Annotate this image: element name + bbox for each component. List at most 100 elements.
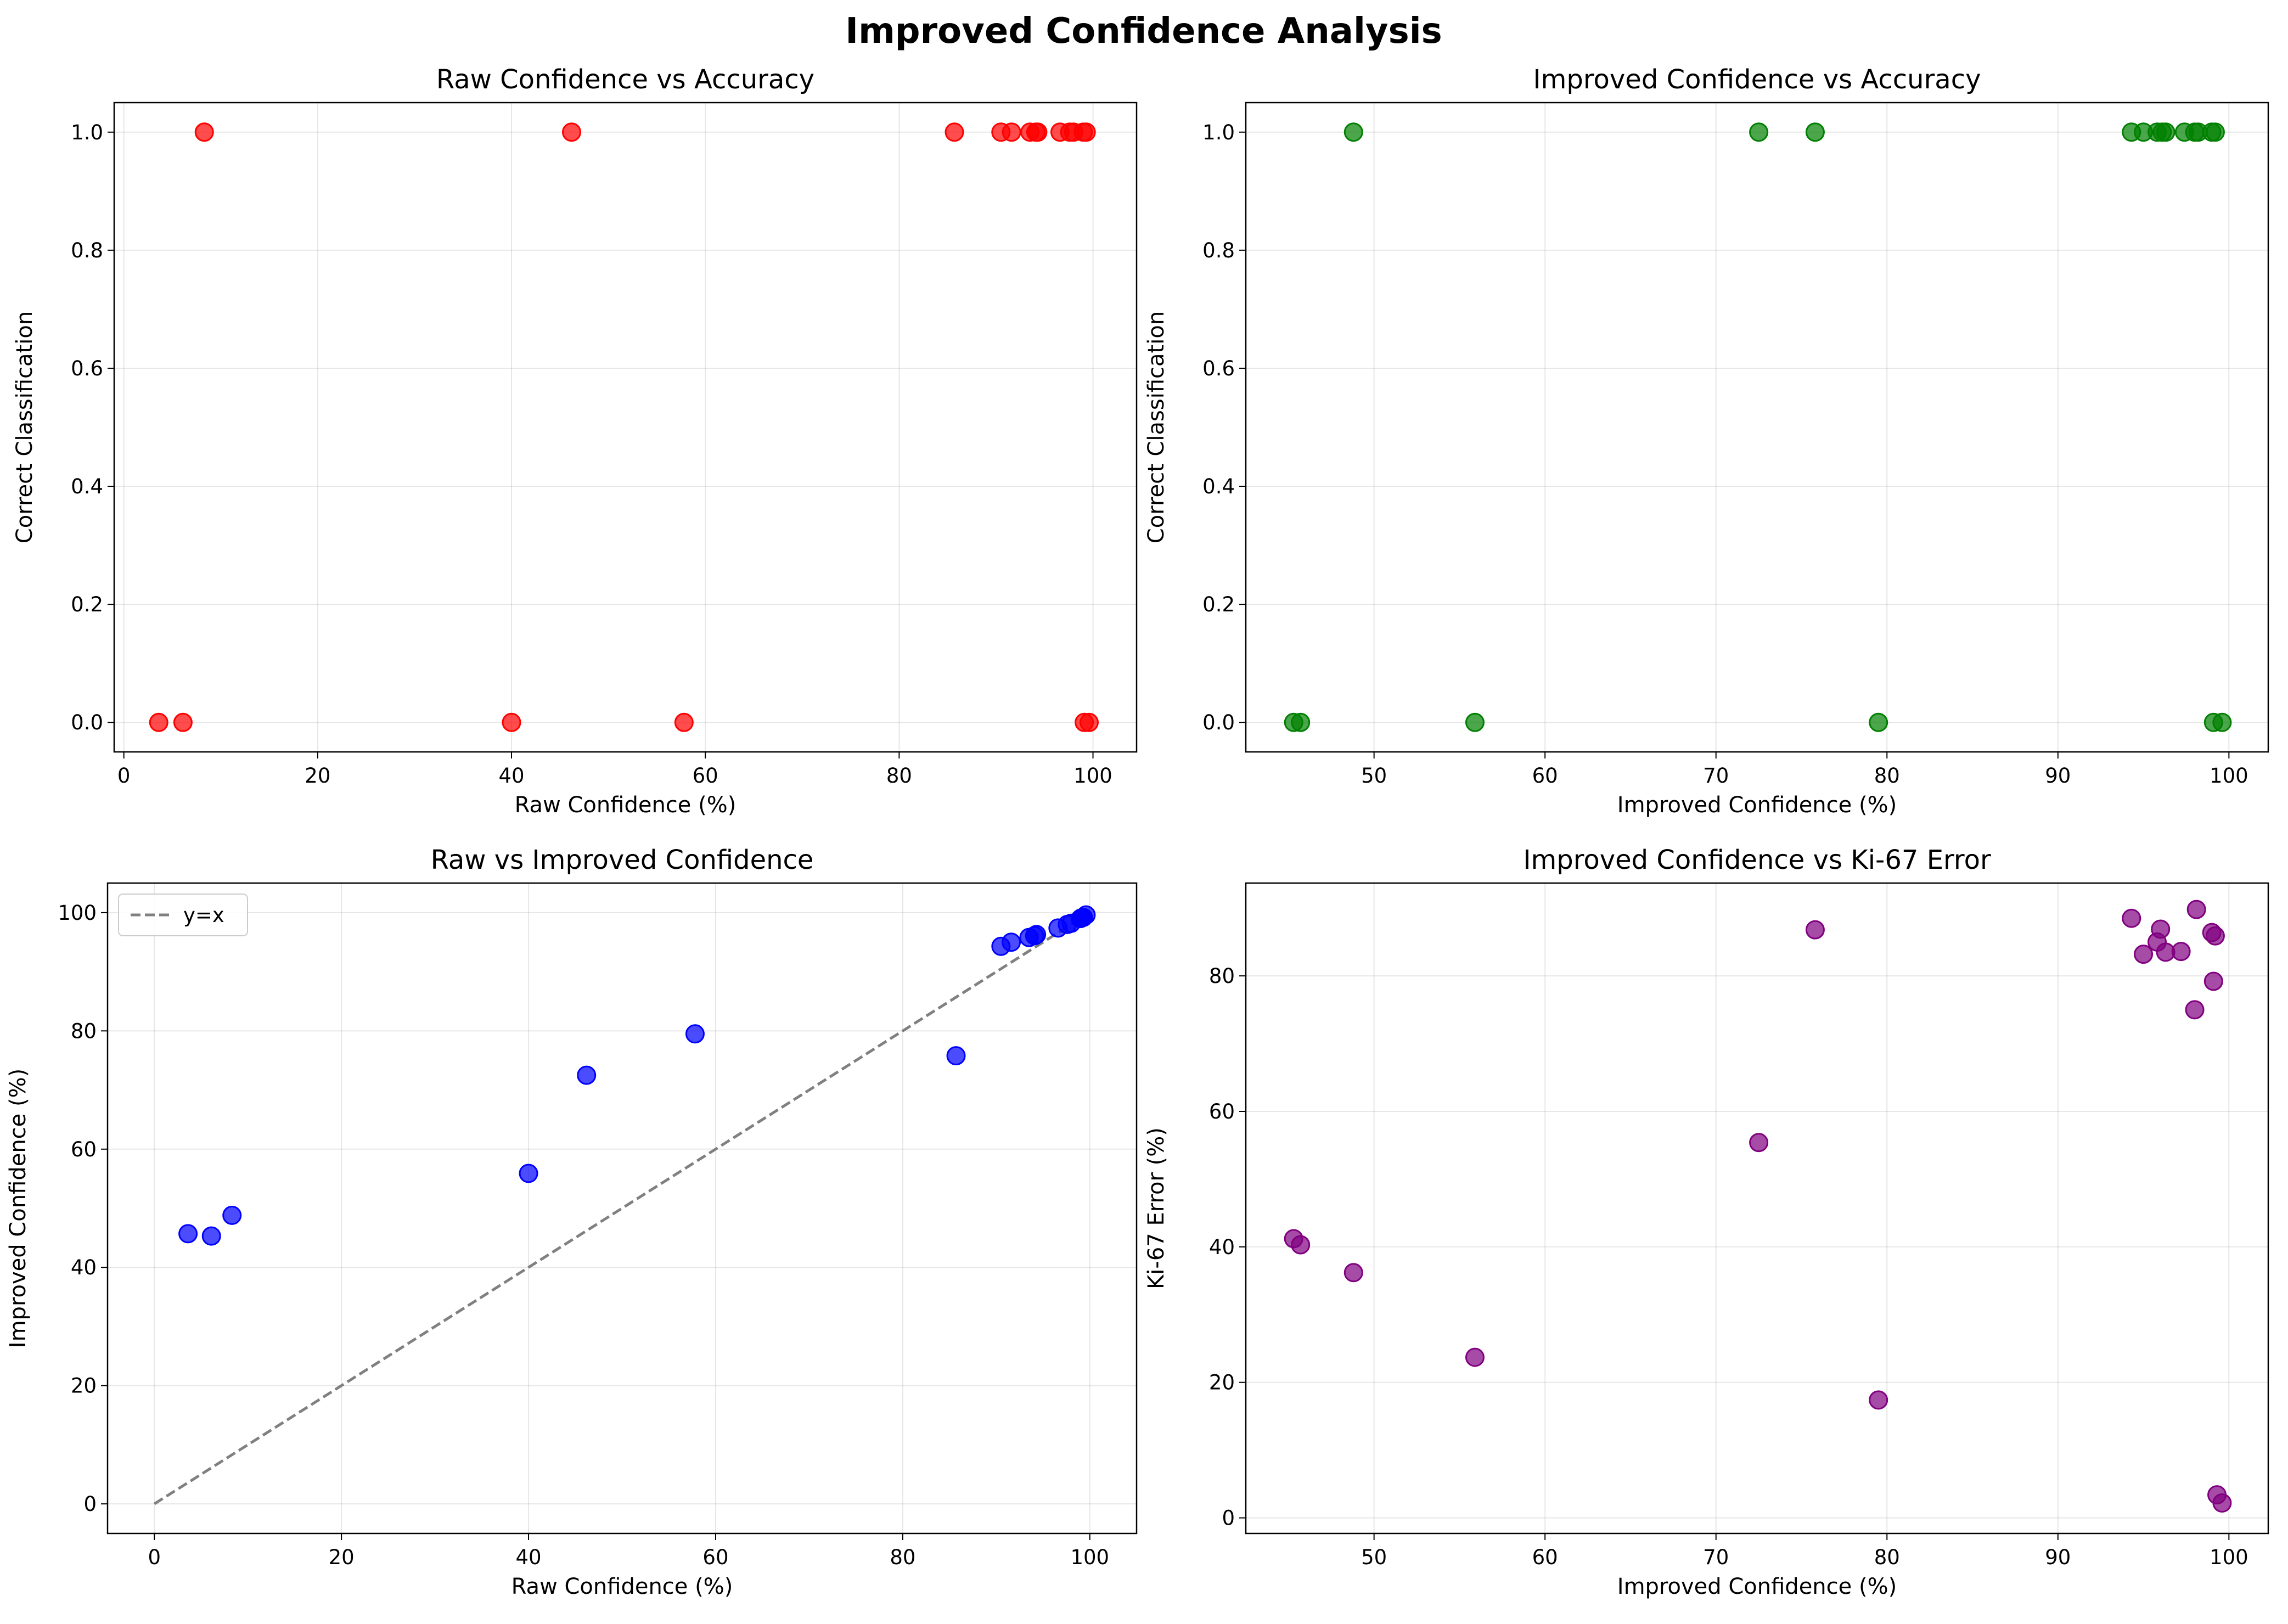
data-point	[1076, 122, 1096, 142]
data-point	[1027, 925, 1047, 945]
subplot-raw-vs-improved-confidence: 0 20 40 60 80 100 0 20 40 60 80 100 Raw vs Improved …	[5, 845, 1138, 1599]
data-point	[1076, 905, 1096, 925]
data-point	[222, 1205, 242, 1225]
series-points	[1284, 900, 2232, 1513]
y-tick-label: 0	[83, 1492, 97, 1516]
data-point	[1002, 932, 1021, 952]
grid	[1246, 103, 2268, 752]
series-points	[178, 905, 1096, 1246]
data-point	[1343, 1263, 1363, 1283]
legend-box	[118, 894, 248, 936]
x-axis-label: Improved Confidence (%)	[1617, 793, 1897, 818]
data-point	[2186, 900, 2206, 919]
x-tick-label: 50	[1361, 764, 1387, 788]
plot-frame	[1245, 102, 2269, 753]
x-tick-label: 60	[1532, 1546, 1558, 1569]
y-tick-label: 0.0	[1202, 711, 1235, 734]
data-point	[2212, 1493, 2232, 1513]
y-tick-label: 0.6	[71, 357, 103, 380]
y-tick-label: 80	[71, 1019, 97, 1043]
data-point	[577, 1065, 597, 1085]
data-point	[2156, 122, 2175, 142]
y-tick-label: 0.8	[1202, 239, 1235, 262]
data-point	[519, 1164, 538, 1183]
data-point	[2151, 919, 2171, 939]
x-tick-label: 50	[1361, 1546, 1387, 1569]
data-point	[1079, 712, 1099, 732]
data-point	[946, 1046, 966, 1066]
data-point	[1749, 122, 1769, 142]
data-point	[1749, 1133, 1769, 1153]
data-point	[1869, 1390, 1888, 1410]
x-tick-label: 70	[1703, 764, 1729, 788]
y-tick-label: 20	[1209, 1371, 1235, 1395]
y-tick-label: 20	[71, 1374, 97, 1398]
data-point	[1028, 122, 1048, 142]
x-tick-label: 0	[148, 1546, 161, 1569]
x-tick-label: 60	[1532, 764, 1558, 788]
x-tick-label: 80	[1874, 1546, 1900, 1569]
y-axis-label: Improved Confidence (%)	[5, 1069, 31, 1348]
x-tick-label: 80	[886, 764, 912, 788]
x-tick-label: 60	[693, 764, 718, 788]
subplot-improved-confidence-vs-accuracy: 50 60 70 80 90 100 0.0 0.2 0.4 0.6 0.8 1.0 Improved …	[1144, 64, 2269, 818]
data-point	[1465, 712, 1485, 732]
grid	[108, 883, 1137, 1533]
grid	[1246, 883, 2268, 1533]
subplot-raw-confidence-vs-accuracy: 0 20 40 60 80 100 0.0 0.2 0.4 0.6 0.8 1.0 Raw Confid…	[12, 64, 1138, 818]
x-tick-label: 80	[890, 1546, 915, 1569]
data-point	[1343, 122, 1363, 142]
legend: y=x	[118, 894, 248, 936]
series-points	[1284, 122, 2232, 732]
data-point	[1465, 1347, 1485, 1367]
y-tick-label: 0.0	[71, 711, 103, 734]
y-tick-label: 40	[1209, 1235, 1235, 1259]
x-tick-label: 100	[2210, 1546, 2248, 1569]
x-axis-label: Raw Confidence (%)	[511, 1574, 733, 1599]
data-point	[1805, 122, 1825, 142]
subplot-title: Improved Confidence vs Accuracy	[1533, 64, 1981, 95]
y-axis-label: Ki-67 Error (%)	[1144, 1127, 1169, 1289]
y-tick-label: 1.0	[1202, 121, 1235, 144]
x-axis-label: Raw Confidence (%)	[515, 793, 737, 818]
data-point	[2205, 122, 2225, 142]
data-point	[149, 712, 168, 732]
grid	[114, 103, 1137, 752]
data-point	[1291, 712, 1311, 732]
y-tick-label: 0.6	[1202, 357, 1235, 380]
plot-frame	[113, 102, 1138, 753]
x-axis-label: Improved Confidence (%)	[1617, 1574, 1897, 1599]
subplot-title: Improved Confidence vs Ki-67 Error	[1523, 845, 1991, 875]
data-point	[2205, 926, 2225, 946]
data-point	[2171, 942, 2191, 962]
y-tick-label: 0.8	[71, 239, 103, 262]
subplot-title: Raw vs Improved Confidence	[431, 845, 814, 875]
data-point	[1291, 1235, 1311, 1255]
data-point	[173, 712, 193, 732]
data-point	[178, 1224, 198, 1244]
x-tick-label: 100	[1070, 1546, 1109, 1569]
data-point	[945, 122, 964, 142]
series-points	[149, 122, 1099, 732]
y-tick-label: 0.4	[71, 475, 103, 498]
data-point	[685, 1024, 705, 1044]
y-tick-label: 80	[1209, 964, 1235, 988]
x-tick-label: 60	[702, 1546, 728, 1569]
data-point	[2203, 971, 2223, 991]
data-point	[201, 1226, 221, 1246]
data-point	[2122, 908, 2141, 928]
y-tick-label: 60	[1209, 1100, 1235, 1123]
x-tick-label: 70	[1703, 1546, 1729, 1569]
subplot-title: Raw Confidence vs Accuracy	[436, 64, 814, 95]
x-tick-label: 40	[498, 764, 524, 788]
plot-frame	[1245, 882, 2269, 1535]
data-point	[1805, 920, 1825, 940]
reference-line	[153, 911, 1091, 1505]
data-point	[2212, 712, 2232, 732]
x-tick-label: 100	[2210, 764, 2248, 788]
y-tick-label: 100	[58, 901, 97, 925]
x-tick-label: 80	[1874, 764, 1900, 788]
data-point	[2185, 1000, 2205, 1020]
